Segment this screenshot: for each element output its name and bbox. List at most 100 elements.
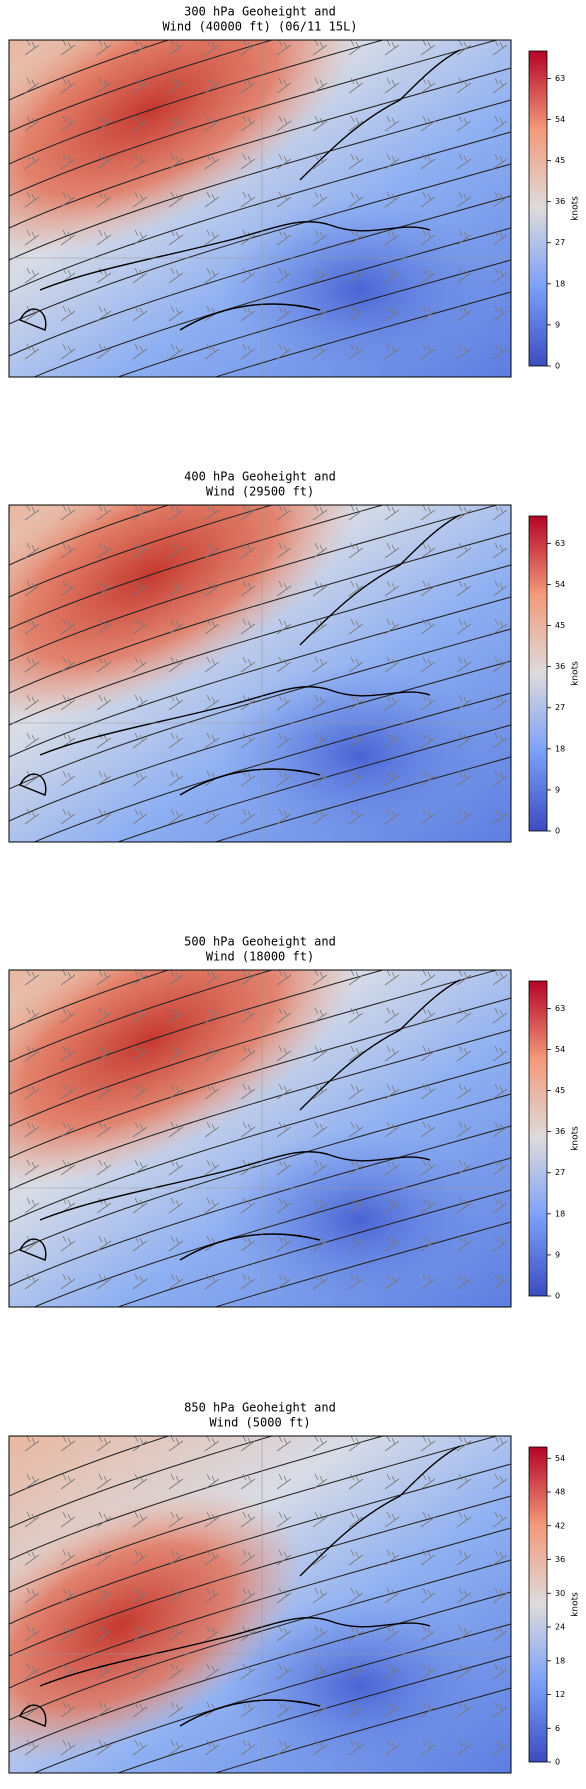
wind-barb: [456, 1235, 472, 1252]
wind-barb: [492, 542, 508, 559]
wind-barb: [312, 1159, 328, 1176]
wind-barb: [312, 77, 328, 94]
wind-barb: [168, 1045, 184, 1062]
wind-barb: [384, 1273, 400, 1290]
wind-barb: [492, 505, 508, 521]
wind-barb: [240, 1587, 256, 1604]
wind-barb: [456, 153, 472, 170]
wind-barb: [204, 580, 220, 597]
wind-barb: [168, 694, 184, 711]
wind-barb: [168, 115, 184, 132]
colorbar-tick-label: 6: [555, 1724, 560, 1733]
map-frame: [8, 504, 512, 843]
wind-barb: [24, 618, 40, 635]
colorbar-tick-label: 63: [555, 539, 565, 548]
wind-barb: [132, 580, 148, 597]
wind-barb: [24, 40, 40, 56]
wind-barb: [492, 153, 508, 170]
wind-barb: [204, 618, 220, 635]
colorbar-tick-label: 9: [555, 1250, 560, 1259]
wind-barb: [420, 1625, 436, 1642]
wind-barb: [276, 153, 292, 170]
wind-barb: [420, 1235, 436, 1252]
colorbar: [528, 515, 548, 832]
height-contour: [213, 1687, 511, 1773]
wind-barb: [456, 115, 472, 132]
wind-barb: [384, 1007, 400, 1024]
wind-barb: [492, 267, 508, 284]
wind-barb: [132, 1587, 148, 1604]
wind-barb: [348, 191, 364, 208]
map: [9, 505, 511, 842]
wind-barb: [60, 580, 76, 597]
wind-barb: [240, 305, 256, 322]
wind-barb: [240, 542, 256, 559]
wind-barb: [204, 267, 220, 284]
wind-barb: [276, 1007, 292, 1024]
colorbar-tick-label: 45: [555, 621, 565, 630]
wind-barb: [348, 1625, 364, 1642]
wind-barb: [420, 1511, 436, 1528]
wind-barb: [240, 1739, 256, 1756]
wind-barb: [204, 1549, 220, 1566]
wind-barb: [312, 267, 328, 284]
map: [9, 970, 511, 1307]
wind-barb: [60, 1739, 76, 1756]
wind-barb: [60, 305, 76, 322]
height-contour: [9, 970, 499, 1127]
wind-barb: [492, 732, 508, 749]
colorbar: [528, 980, 548, 1297]
colorbar-tick-label: 63: [555, 1004, 565, 1013]
wind-barb: [168, 656, 184, 673]
wind-barb: [132, 1663, 148, 1680]
wind-barb: [168, 770, 184, 787]
wind-barb: [384, 808, 400, 825]
wind-barb: [24, 694, 40, 711]
colorbar-tick-label: 0: [555, 1758, 560, 1767]
wind-barb: [132, 694, 148, 711]
map-frame: [8, 969, 512, 1308]
wind-barb: [276, 191, 292, 208]
wind-barb: [168, 1083, 184, 1100]
colorbar-label: knots: [571, 1126, 581, 1151]
wind-barb: [168, 1235, 184, 1252]
wind-barb: [384, 1045, 400, 1062]
wind-barb: [96, 542, 112, 559]
colorbar-tick-label: 36: [555, 1555, 565, 1564]
height-contour: [9, 505, 170, 566]
wind-barb: [276, 1625, 292, 1642]
wind-barb: [132, 1235, 148, 1252]
wind-barb: [168, 1273, 184, 1290]
wind-barb: [276, 1235, 292, 1252]
wind-barb: [456, 1549, 472, 1566]
wind-barb: [60, 1549, 76, 1566]
wind-barb: [96, 1007, 112, 1024]
wind-barb: [132, 153, 148, 170]
wind-barb: [60, 40, 76, 56]
wind-barb: [348, 1511, 364, 1528]
wind-barb: [456, 191, 472, 208]
wind-barb: [276, 808, 292, 825]
wind-barb: [384, 970, 400, 986]
wind-barb: [276, 1701, 292, 1718]
wind-barb: [348, 1235, 364, 1252]
wind-barb: [348, 305, 364, 322]
height-contour: [9, 40, 499, 197]
colorbar-tick-label: 54: [555, 580, 565, 589]
wind-barb: [168, 40, 184, 56]
wind-barb: [240, 1121, 256, 1138]
wind-barb: [492, 808, 508, 825]
coastline: [19, 1445, 461, 1727]
wind-barb: [204, 40, 220, 56]
wind-barb: [348, 694, 364, 711]
wind-barb: [60, 505, 76, 521]
wind-barb: [420, 1701, 436, 1718]
wind-barb: [312, 1473, 328, 1490]
colorbar-tick-label: 0: [555, 827, 560, 836]
wind-barb: [456, 808, 472, 825]
wind-barb: [24, 1587, 40, 1604]
wind-barb: [132, 505, 148, 521]
wind-barb: [96, 115, 112, 132]
wind-barb: [240, 770, 256, 787]
wind-barb: [420, 694, 436, 711]
